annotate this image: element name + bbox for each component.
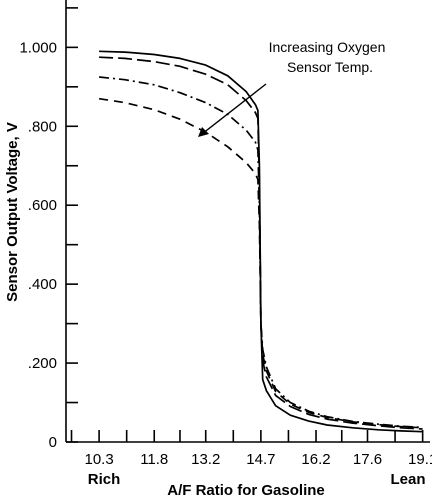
y-axis-title: Sensor Output Voltage, V (4, 122, 21, 302)
annotation-arrow (198, 83, 267, 137)
x-tick-label: 14.7 (246, 451, 275, 468)
annotation-line-1: Increasing Oxygen (269, 39, 386, 55)
x-ticks: 10.3 11.8 13.2 14.7 16.2 17.6 19.1 (70, 430, 432, 468)
x-axis-title: A/F Ratio for Gasoline (167, 482, 325, 499)
series-line-2 (99, 56, 423, 430)
series-layer (98, 50, 423, 433)
rich-label: Rich (88, 471, 121, 488)
y-tick-label: 0 (49, 434, 57, 451)
series-line-3 (99, 76, 423, 429)
x-tick-label: 16.2 (301, 451, 330, 468)
series-line-4 (98, 97, 423, 429)
x-tick-label: 17.6 (353, 451, 382, 468)
y-tick-label: .600 (28, 197, 57, 214)
y-tick-label: .800 (28, 118, 57, 135)
y-tick-label: .400 (28, 276, 57, 293)
annotation-line-2: Sensor Temp. (287, 59, 373, 75)
x-tick-label: 13.2 (191, 451, 220, 468)
y-ticks: 0 .200 .400 .600 .800 1.000 (19, 7, 78, 451)
plot-area (65, 0, 430, 443)
annotation-arrow-shaft (201, 83, 267, 135)
annotation-arrow-head (198, 127, 209, 137)
y-tick-label: .200 (28, 355, 57, 372)
x-tick-label: 11.8 (140, 451, 168, 468)
x-tick-label: 19.1 (408, 451, 432, 468)
y-tick-label: 1.000 (19, 39, 57, 56)
lean-label: Lean (390, 471, 425, 488)
x-tick-label: 10.3 (84, 451, 113, 468)
